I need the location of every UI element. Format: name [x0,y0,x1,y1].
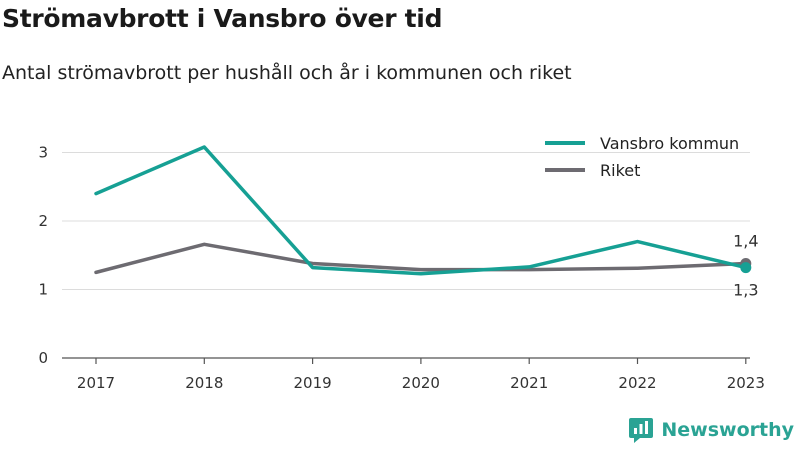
end-label-riket: 1,4 [733,231,758,250]
x-tick-label: 2021 [510,374,548,392]
x-tick-label: 2019 [294,374,332,392]
legend-label: Riket [600,161,640,180]
newsworthy-logo: Newsworthy [628,416,794,444]
x-axis: 2017 2018 2019 2020 2021 2022 2023 [77,358,765,392]
x-tick-label: 2022 [618,374,656,392]
gridlines [62,152,750,359]
end-label-vansbro: 1,3 [733,281,758,300]
y-tick-label: 0 [38,349,48,367]
x-tick-label: 2020 [402,374,440,392]
y-tick-label: 3 [38,144,48,162]
chart-title: Strömavbrott i Vansbro över tid [2,4,443,33]
series-line-riket [94,242,748,275]
y-tick-label: 2 [38,212,48,230]
x-tick-label: 2018 [185,374,223,392]
y-axis: 0 1 2 3 [38,144,48,368]
x-tick-label: 2017 [77,374,115,392]
y-tick-label: 1 [38,281,48,299]
series-lines: 1,4 1,3 [94,145,759,300]
legend-label: Vansbro kommun [600,134,739,153]
end-point [740,262,752,274]
brand-name: Newsworthy [661,419,794,441]
legend: Vansbro kommun Riket [545,134,739,180]
series-line-vansbro-kommun [94,145,748,276]
chart-subtitle: Antal strömavbrott per hushåll och år i … [2,62,572,84]
x-tick-label: 2023 [727,374,765,392]
newsworthy-icon [629,418,654,443]
